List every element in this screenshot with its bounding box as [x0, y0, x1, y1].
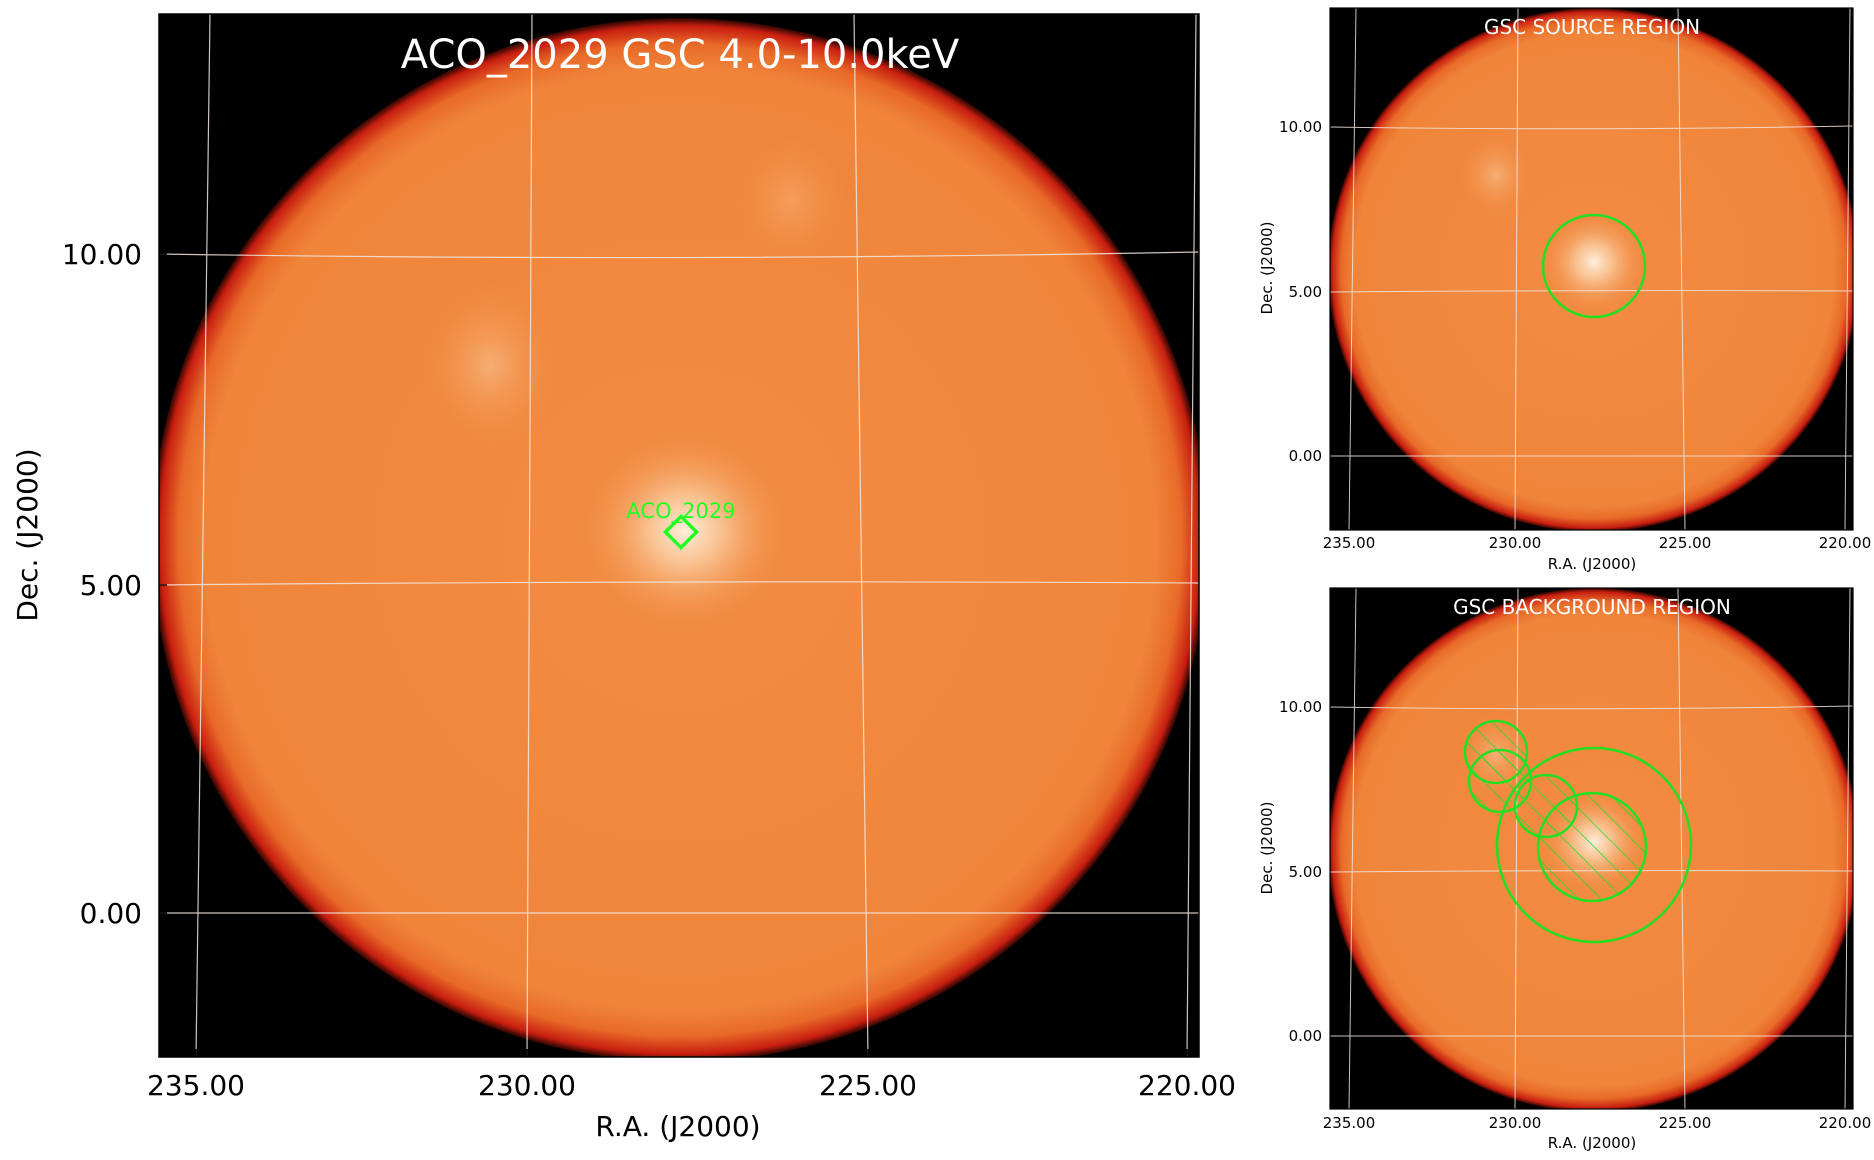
source-region-circle: [1541, 213, 1647, 319]
main-x-tick: 230.00: [478, 1069, 576, 1102]
background-panel-title: GSC BACKGROUND REGION: [1453, 595, 1731, 619]
background-y-axis-label: Dec. (J2000): [1258, 802, 1276, 895]
source-x-tick: 230.00: [1489, 534, 1542, 552]
background-y-tick: 5.00: [1289, 863, 1322, 881]
source-x-tick: 225.00: [1659, 534, 1712, 552]
background-x-axis-label: R.A. (J2000): [1548, 1134, 1637, 1152]
main-coordinate-grid: [159, 14, 1199, 1057]
main-y-tick: 5.00: [80, 569, 142, 602]
aco-2029-label: ACO_2029: [626, 499, 735, 524]
source-x-tick: 220.00: [1819, 534, 1872, 552]
main-x-tick: 235.00: [147, 1069, 245, 1102]
source-x-tick: 235.00: [1323, 534, 1376, 552]
source-panel-title: GSC SOURCE REGION: [1484, 15, 1700, 39]
source-y-axis-label: Dec. (J2000): [1258, 222, 1276, 315]
main-title: ACO_2029 GSC 4.0-10.0keV: [401, 32, 960, 78]
source-region-panel: GSC SOURCE REGION 235.00 230.00 225.00 2…: [1258, 7, 1872, 573]
source-y-tick: 10.00: [1279, 118, 1322, 136]
main-y-tick: 10.00: [62, 238, 142, 271]
background-x-tick: 235.00: [1323, 1114, 1376, 1132]
background-annulus-circle: [1495, 746, 1693, 944]
main-y-tick: 0.00: [80, 897, 142, 930]
source-y-tick: 0.00: [1289, 447, 1322, 465]
background-x-tick: 225.00: [1659, 1114, 1712, 1132]
background-region-panel: GSC BACKGROUND REGION 235.00 230.00 225.…: [1258, 587, 1872, 1152]
background-x-tick: 220.00: [1819, 1114, 1872, 1132]
main-x-axis-label: R.A. (J2000): [595, 1110, 760, 1143]
main-x-tick: 220.00: [1138, 1069, 1236, 1102]
source-y-tick: 5.00: [1289, 283, 1322, 301]
main-x-tick: 225.00: [819, 1069, 917, 1102]
source-coordinate-grid: [1330, 8, 1853, 530]
exclusion-circle: [1536, 791, 1648, 903]
background-y-tick: 0.00: [1289, 1027, 1322, 1045]
main-image-panel: ACO_2029 GSC 4.0-10.0keV ACO_2029 235.00…: [11, 13, 1236, 1143]
background-y-tick: 10.00: [1279, 698, 1322, 716]
excluded-regions: [1463, 719, 1648, 903]
main-y-axis-label: Dec. (J2000): [11, 448, 44, 621]
background-x-tick: 230.00: [1489, 1114, 1542, 1132]
cluster-emission: [580, 430, 790, 630]
main-frame: [158, 13, 1200, 1058]
aco-2029-diamond-marker: [662, 513, 700, 551]
source-x-axis-label: R.A. (J2000): [1548, 555, 1637, 573]
